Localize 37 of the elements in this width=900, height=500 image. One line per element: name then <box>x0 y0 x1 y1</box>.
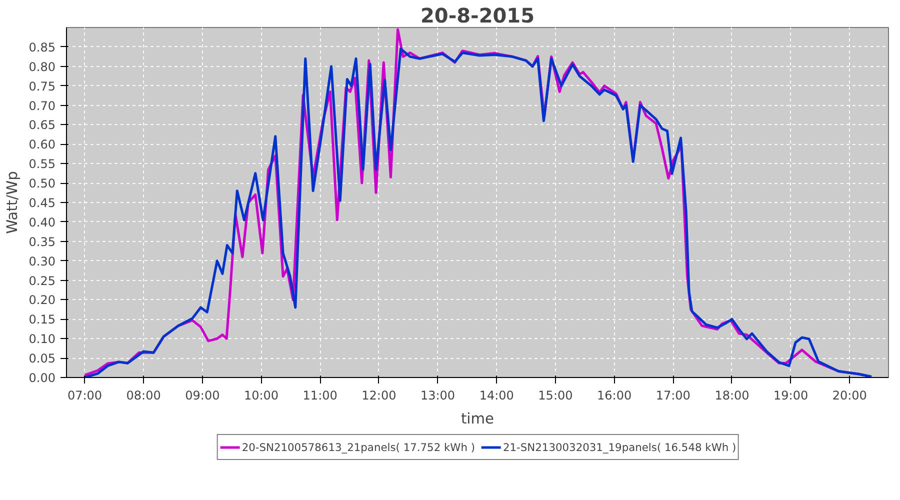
x-tick-label: 08:00 <box>126 388 161 402</box>
x-tick-label: 15:00 <box>538 388 573 402</box>
y-tick-label: 0.20 <box>28 293 56 308</box>
y-tick-label: 0.15 <box>28 312 56 327</box>
x-tick-label: 17:00 <box>656 388 690 402</box>
x-tick-label: 12:00 <box>362 388 396 402</box>
y-tick-label: 0.65 <box>28 118 56 132</box>
x-axis-title: time <box>460 410 494 428</box>
y-tick-label: 0.40 <box>28 215 56 230</box>
x-tick-label: 13:00 <box>420 388 456 402</box>
x-tick-label: 07:00 <box>67 388 102 402</box>
y-tick-label: 0.10 <box>28 332 56 346</box>
x-tick-label: 16:00 <box>597 388 632 402</box>
chart-title: 20-8-2015 <box>420 4 535 28</box>
x-tick-label: 19:00 <box>774 388 808 402</box>
legend-label: 21-SN2130032031_19panels( 16.548 kWh ) <box>503 440 736 454</box>
y-tick-label: 0.55 <box>28 157 56 172</box>
y-tick-label: 0.05 <box>28 352 56 366</box>
y-axis-title: Watt/Wp <box>4 171 21 234</box>
x-tick-label: 09:00 <box>185 388 220 402</box>
x-tick-label: 11:00 <box>302 388 338 402</box>
y-tick-label: 0.50 <box>28 176 56 191</box>
y-tick-label: 0.45 <box>28 196 56 210</box>
legend-label: 20-SN2100578613_21panels( 17.752 kWh ) <box>242 440 475 454</box>
y-tick-label: 0.25 <box>28 274 56 288</box>
y-tick-label: 0.85 <box>28 40 56 54</box>
y-tick-label: 0.00 <box>28 371 56 385</box>
y-tick-label: 0.60 <box>28 138 56 152</box>
y-tick-label: 0.30 <box>28 254 56 268</box>
x-tick-label: 10:00 <box>244 388 279 402</box>
y-tick-label: 0.70 <box>28 98 56 113</box>
y-tick-label: 0.35 <box>28 234 56 249</box>
y-tick-label: 0.75 <box>28 79 56 94</box>
x-tick-label: 18:00 <box>714 388 750 402</box>
y-tick-label: 0.80 <box>28 60 56 74</box>
x-tick-label: 20:00 <box>832 388 867 402</box>
x-tick-label: 14:00 <box>479 388 514 402</box>
